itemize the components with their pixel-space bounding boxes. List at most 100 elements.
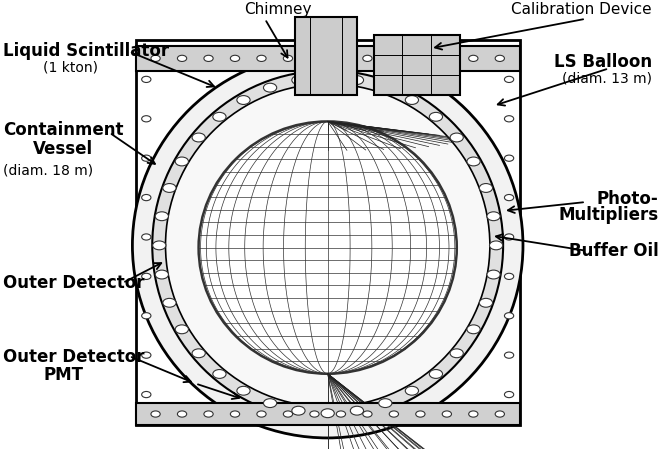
Circle shape xyxy=(379,399,392,408)
Circle shape xyxy=(263,399,277,408)
Circle shape xyxy=(213,370,226,379)
Circle shape xyxy=(142,234,151,240)
Circle shape xyxy=(153,241,166,250)
Circle shape xyxy=(142,313,151,319)
Text: Outer Detector: Outer Detector xyxy=(3,274,145,292)
Circle shape xyxy=(310,55,319,62)
Circle shape xyxy=(405,386,418,395)
Circle shape xyxy=(504,392,514,398)
Circle shape xyxy=(495,55,504,62)
Circle shape xyxy=(487,212,500,220)
Circle shape xyxy=(430,112,443,121)
Circle shape xyxy=(237,386,250,395)
Circle shape xyxy=(292,76,305,84)
Circle shape xyxy=(192,133,205,142)
Circle shape xyxy=(442,55,451,62)
Ellipse shape xyxy=(199,121,457,374)
Circle shape xyxy=(504,155,514,161)
Text: Vessel: Vessel xyxy=(33,140,93,158)
Circle shape xyxy=(379,83,392,92)
Circle shape xyxy=(469,55,478,62)
Circle shape xyxy=(142,392,151,398)
Circle shape xyxy=(467,325,480,334)
Circle shape xyxy=(363,55,372,62)
Bar xyxy=(136,40,520,425)
Text: LS Balloon: LS Balloon xyxy=(554,53,652,70)
Circle shape xyxy=(469,411,478,417)
Circle shape xyxy=(504,313,514,319)
Bar xyxy=(136,46,520,70)
Circle shape xyxy=(142,194,151,201)
Circle shape xyxy=(155,270,168,279)
Text: Multipliers: Multipliers xyxy=(559,206,659,224)
Circle shape xyxy=(175,325,189,334)
Text: (diam. 13 m): (diam. 13 m) xyxy=(562,71,652,85)
Circle shape xyxy=(479,299,493,307)
Text: Buffer Oil: Buffer Oil xyxy=(569,242,659,260)
Circle shape xyxy=(142,155,151,161)
Circle shape xyxy=(442,411,451,417)
Circle shape xyxy=(230,55,240,62)
Circle shape xyxy=(504,116,514,122)
Circle shape xyxy=(504,352,514,358)
Circle shape xyxy=(405,96,418,105)
Text: Outer Detector: Outer Detector xyxy=(3,348,145,366)
Bar xyxy=(136,403,520,425)
Text: Chimney: Chimney xyxy=(244,2,312,18)
Circle shape xyxy=(321,409,334,418)
Circle shape xyxy=(151,55,160,62)
Circle shape xyxy=(430,370,443,379)
Circle shape xyxy=(487,270,500,279)
Circle shape xyxy=(350,406,363,415)
Text: Containment: Containment xyxy=(3,121,124,139)
Text: (diam. 18 m): (diam. 18 m) xyxy=(3,163,93,177)
Circle shape xyxy=(350,76,363,84)
Circle shape xyxy=(163,299,176,307)
Circle shape xyxy=(142,352,151,358)
Circle shape xyxy=(142,273,151,279)
Circle shape xyxy=(504,234,514,240)
Text: Calibration Device: Calibration Device xyxy=(512,2,652,18)
Circle shape xyxy=(177,411,187,417)
Circle shape xyxy=(151,411,160,417)
Text: Photo-: Photo- xyxy=(597,190,659,208)
Circle shape xyxy=(389,55,399,62)
Ellipse shape xyxy=(166,84,490,407)
Circle shape xyxy=(283,411,293,417)
Circle shape xyxy=(450,133,463,142)
Text: (1 kton): (1 kton) xyxy=(43,61,98,75)
Ellipse shape xyxy=(152,70,503,420)
Bar xyxy=(374,35,460,95)
Circle shape xyxy=(336,55,346,62)
Circle shape xyxy=(257,55,266,62)
Circle shape xyxy=(155,212,168,220)
Circle shape xyxy=(321,73,334,82)
Text: PMT: PMT xyxy=(43,365,83,383)
Circle shape xyxy=(263,83,277,92)
Circle shape xyxy=(479,184,493,193)
Circle shape xyxy=(213,112,226,121)
Circle shape xyxy=(142,76,151,83)
Circle shape xyxy=(489,241,502,250)
Circle shape xyxy=(204,55,213,62)
Circle shape xyxy=(504,273,514,279)
Circle shape xyxy=(230,411,240,417)
Text: Liquid Scintillator: Liquid Scintillator xyxy=(3,42,169,60)
Circle shape xyxy=(175,157,189,166)
Circle shape xyxy=(416,55,425,62)
Circle shape xyxy=(177,55,187,62)
Circle shape xyxy=(450,349,463,358)
Circle shape xyxy=(336,411,346,417)
Circle shape xyxy=(504,76,514,83)
Circle shape xyxy=(204,411,213,417)
Circle shape xyxy=(467,157,480,166)
Ellipse shape xyxy=(132,53,523,438)
Circle shape xyxy=(192,349,205,358)
Circle shape xyxy=(292,406,305,415)
Bar xyxy=(295,18,357,95)
Circle shape xyxy=(389,411,399,417)
Circle shape xyxy=(163,184,176,193)
Circle shape xyxy=(142,116,151,122)
Circle shape xyxy=(495,411,504,417)
Circle shape xyxy=(257,411,266,417)
